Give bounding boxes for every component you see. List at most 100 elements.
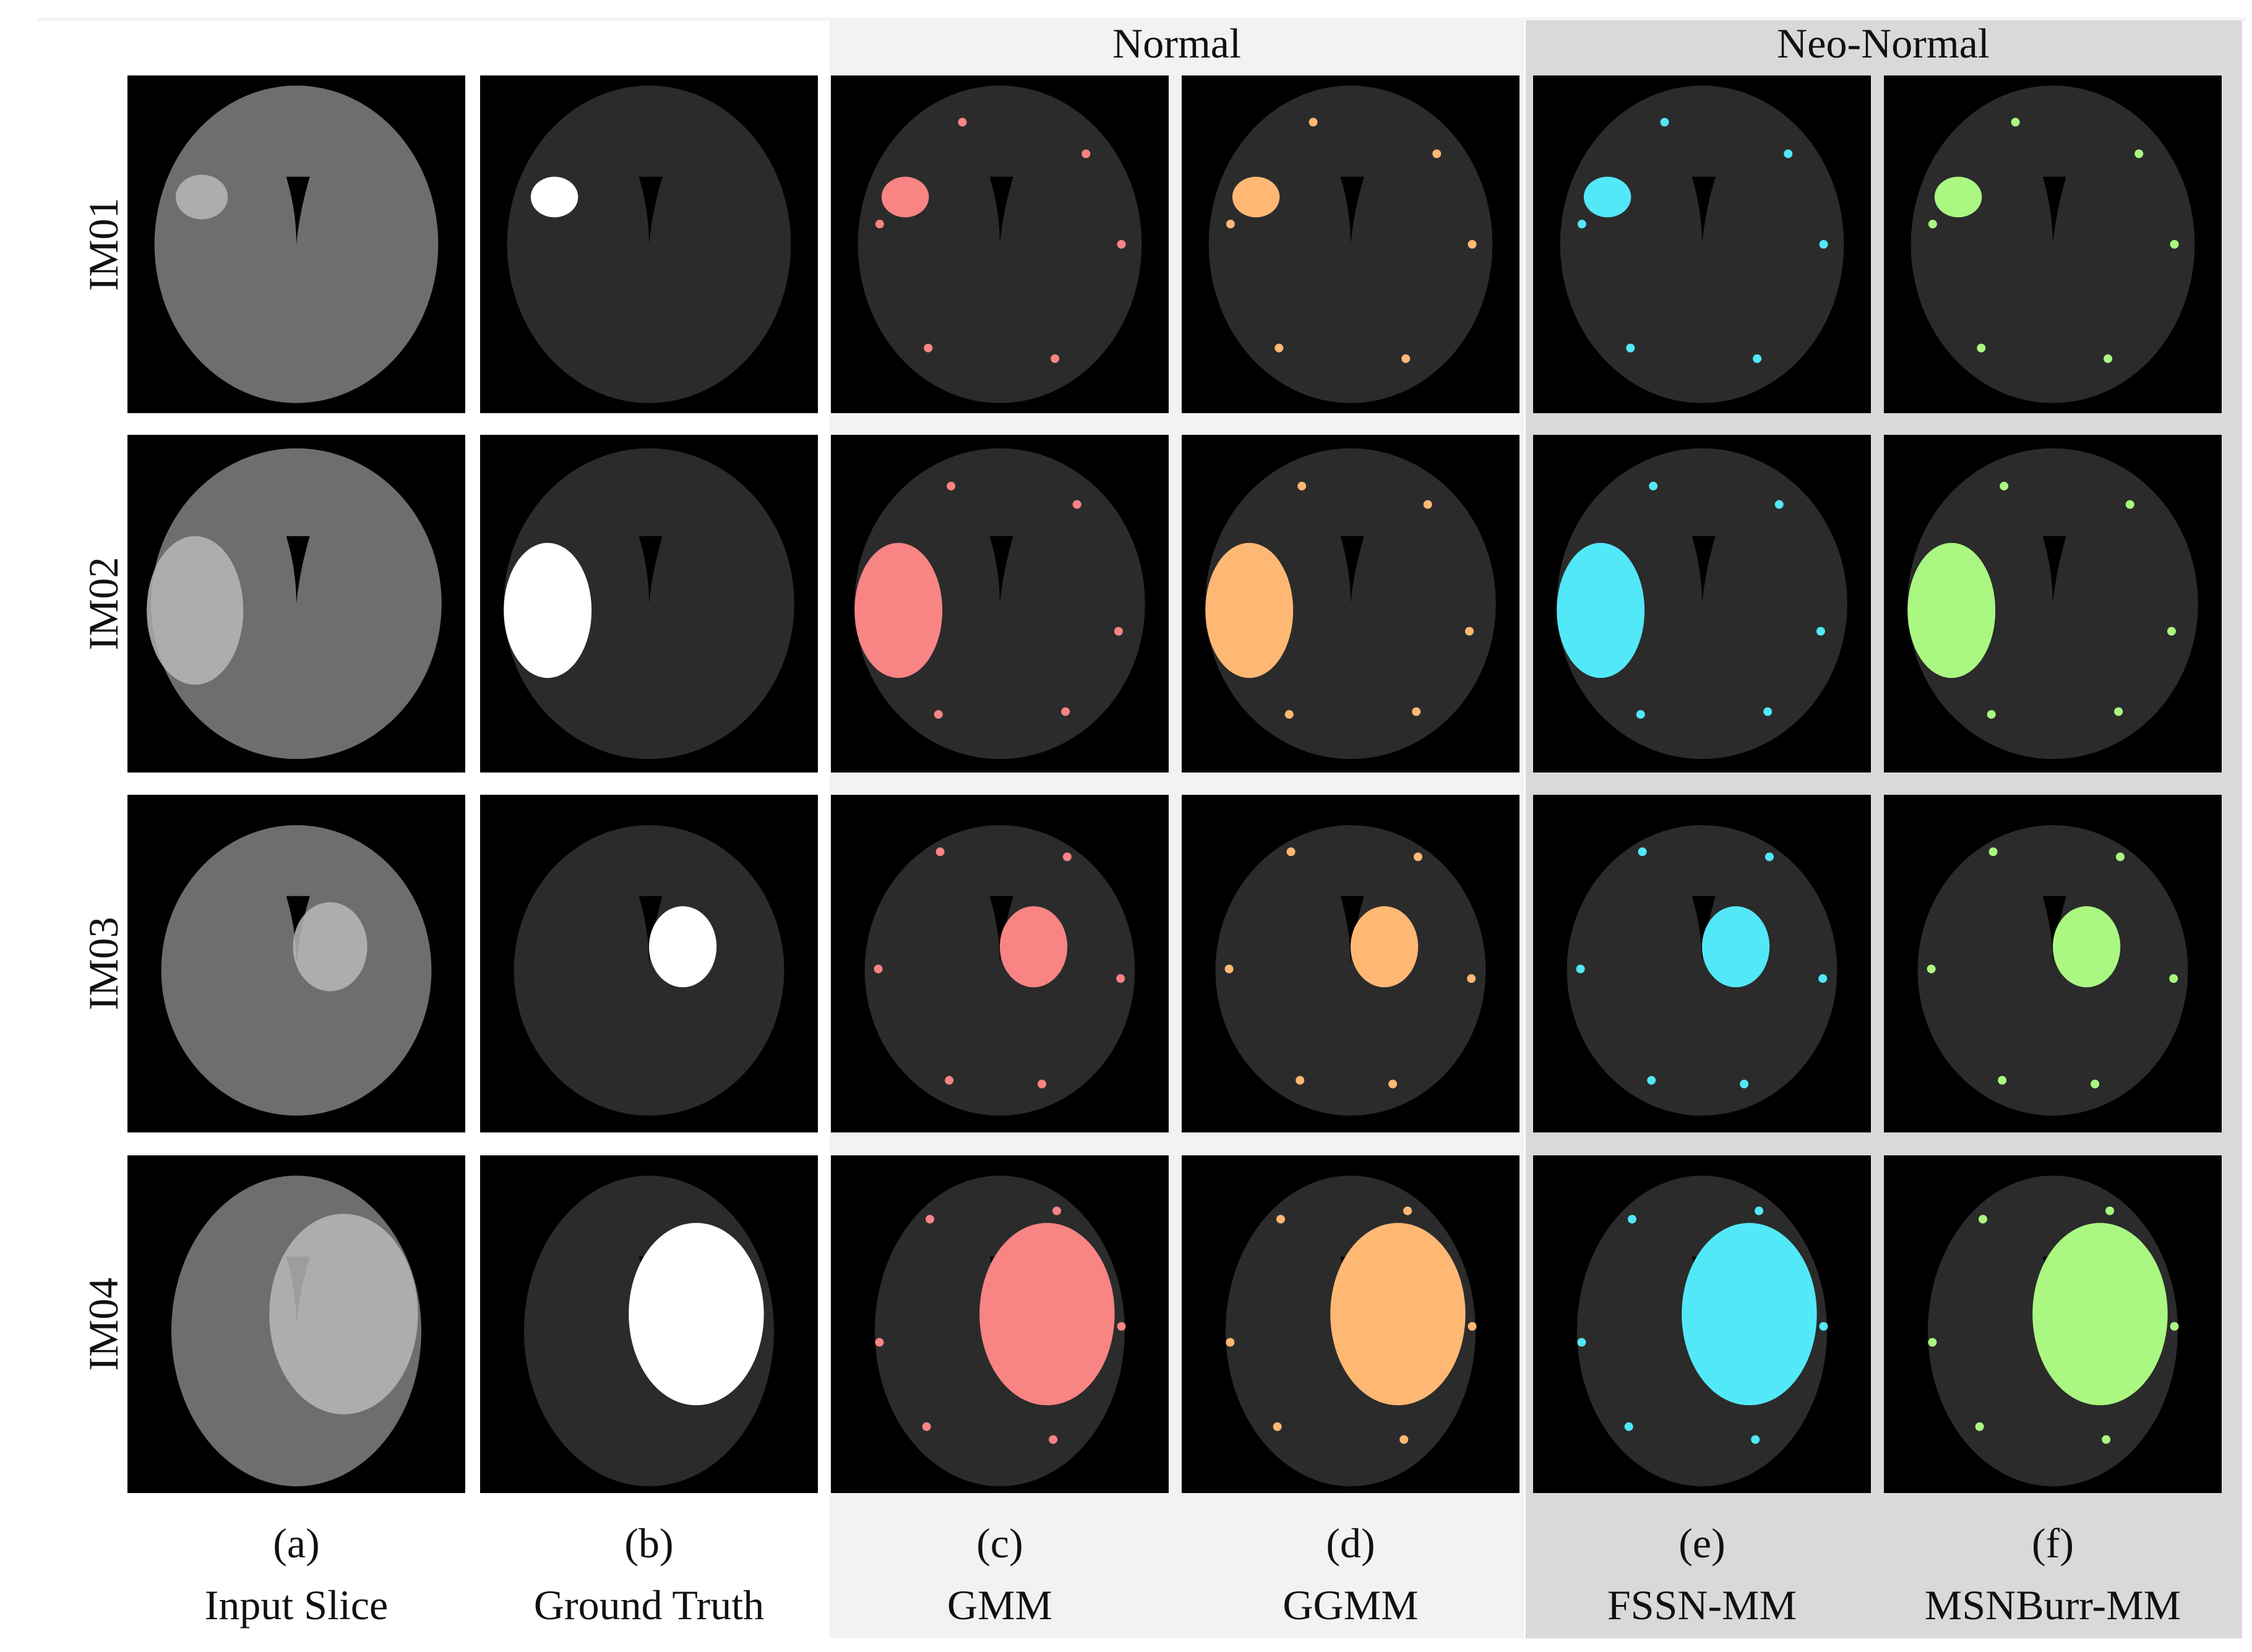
segmentation-speck <box>1081 149 1091 158</box>
segmentation <box>1000 906 1068 988</box>
segmentation-speck <box>935 847 945 857</box>
segmentation-speck <box>874 591 883 601</box>
segmentation-speck <box>2105 1206 2115 1215</box>
segmentation-speck <box>1226 1338 1235 1347</box>
ventricle <box>989 536 1013 604</box>
image-tile <box>1182 795 1519 1132</box>
segmentation-speck <box>1774 500 1784 509</box>
segmentation <box>530 176 578 218</box>
segmentation <box>1682 1223 1817 1406</box>
ventricle <box>286 536 310 604</box>
group-label: Neo-Normal <box>1777 20 1990 67</box>
image-tile <box>1182 435 1519 773</box>
column-name: Input Slice <box>205 1581 389 1628</box>
image-tile <box>480 75 818 413</box>
image-tile <box>1533 795 1871 1132</box>
segmentation-speck <box>1927 591 1936 601</box>
segmentation-speck <box>1274 343 1284 353</box>
segmentation <box>2053 906 2121 988</box>
segmentation-speck <box>1309 118 1318 127</box>
segmentation-speck <box>1740 1079 1749 1089</box>
ventricle <box>1691 176 1716 244</box>
ventricle <box>989 176 1013 244</box>
column-letter: (b) <box>624 1520 673 1567</box>
segmentation-speck <box>1927 964 1936 974</box>
segmentation-speck <box>2169 974 2178 983</box>
segmentation-speck <box>1423 500 1432 509</box>
segmentation-speck <box>1638 847 1647 857</box>
segmentation-speck <box>1038 1079 1047 1089</box>
segmentation-speck <box>1751 1435 1760 1444</box>
image-grid <box>127 75 2222 1493</box>
segmentation-speck <box>1224 964 1234 974</box>
column-letter: (d) <box>1326 1520 1375 1567</box>
segmentation-speck <box>1286 847 1296 857</box>
segmentation-speck <box>2170 1322 2179 1331</box>
segmentation-speck <box>1276 1215 1286 1224</box>
ventricle <box>638 536 663 604</box>
segmentation-speck <box>1467 974 1476 983</box>
segmentation-speck <box>1988 847 1998 857</box>
image-tile <box>831 795 1169 1132</box>
segmentation-speck <box>1660 118 1669 127</box>
brain <box>161 825 432 1116</box>
segmentation-speck <box>1576 591 1585 601</box>
segmentation <box>1330 1223 1466 1406</box>
image-tile <box>831 75 1169 413</box>
segmentation-speck <box>1388 1079 1398 1089</box>
segmentation-speck <box>1401 354 1411 363</box>
ventricle <box>2042 176 2066 244</box>
segmentation-speck <box>874 964 883 974</box>
ventricle <box>1691 896 1716 964</box>
segmentation-speck <box>1784 149 1793 158</box>
segmentation-speck <box>2102 1435 2111 1444</box>
segmentation-speck <box>958 118 967 127</box>
segmentation-speck <box>1226 220 1235 229</box>
ventricle <box>638 176 663 244</box>
column-name: FSSN-MM <box>1607 1581 1797 1628</box>
segmentation-speck <box>2011 118 2020 127</box>
segmentation-speck <box>1763 707 1773 716</box>
segmentation-speck <box>1413 852 1422 862</box>
segmentation-speck <box>1764 852 1774 862</box>
segmentation-speck <box>1297 481 1307 490</box>
segmentation-speck <box>1116 974 1125 983</box>
segmentation-speck <box>1755 1206 1764 1215</box>
segmentation-speck <box>1051 354 1060 363</box>
segmentation <box>504 542 592 678</box>
brain <box>1215 825 1486 1116</box>
segmentation-speck <box>2170 240 2179 249</box>
ventricle <box>2042 896 2066 964</box>
segmentation-speck <box>926 1215 935 1224</box>
ventricle <box>2042 536 2066 604</box>
segmentation-speck <box>875 220 884 229</box>
segmentation-speck <box>1576 964 1585 974</box>
segmentation <box>881 176 929 218</box>
segmentation <box>1702 906 1770 988</box>
image-tile <box>1884 435 2222 773</box>
segmentation-speck <box>1224 591 1234 601</box>
image-tile <box>1533 435 1871 773</box>
ventricle <box>1340 536 1364 604</box>
brain <box>864 825 1135 1116</box>
brain <box>514 825 784 1116</box>
segmentation-speck <box>2000 481 2009 490</box>
image-tile <box>127 795 465 1132</box>
segmentation-speck <box>1117 1322 1126 1331</box>
segmentation-speck <box>1468 240 1477 249</box>
ventricle <box>989 896 1013 964</box>
row-label: IM04 <box>80 1277 127 1371</box>
segmentation-speck <box>1284 710 1294 719</box>
segmentation-speck <box>1816 627 1825 636</box>
image-tile <box>1884 795 2222 1132</box>
image-tile <box>1182 75 1519 413</box>
column-name: GMM <box>947 1581 1052 1628</box>
segmentation <box>1907 542 1996 678</box>
segmentation-speck <box>1049 1435 1058 1444</box>
segmentation-speck <box>1818 974 1828 983</box>
segmentation <box>979 1223 1115 1406</box>
segmentation-speck <box>1928 1338 1937 1347</box>
column-letter: (a) <box>273 1520 319 1567</box>
segmentation-speck <box>1636 710 1645 719</box>
